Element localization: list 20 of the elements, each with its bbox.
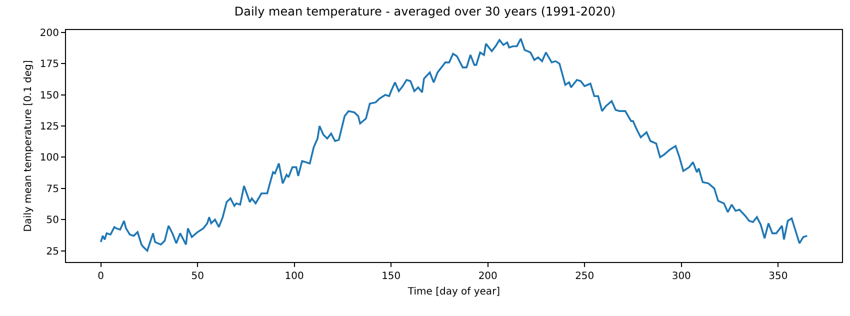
x-tick-label: 300: [672, 271, 691, 282]
x-tick-label: 200: [478, 271, 498, 282]
x-tick-label: 350: [768, 271, 788, 282]
y-tick-label: 125: [40, 122, 59, 133]
y-tick-label: 75: [46, 184, 59, 195]
y-tick-label: 100: [40, 152, 59, 164]
x-tick-label: 150: [382, 271, 401, 282]
y-tick-label: 175: [40, 59, 59, 70]
x-tick-label: 50: [191, 271, 204, 282]
chart-title: Daily mean temperature - averaged over 30 years (1991-2020): [234, 4, 616, 18]
x-tick-label: 0: [98, 271, 104, 282]
x-tick-label: 250: [575, 271, 594, 282]
y-tick-label: 25: [46, 246, 59, 258]
y-tick-label: 200: [40, 28, 59, 39]
line-series: [100, 38, 808, 252]
y-tick-label: 150: [40, 90, 59, 102]
y-tick-label: 50: [46, 215, 59, 226]
x-tick-label: 100: [284, 271, 304, 282]
x-axis-title: Time [day of year]: [406, 286, 500, 298]
y-axis-title: Daily mean temperature [0.1 deg]: [22, 60, 34, 232]
